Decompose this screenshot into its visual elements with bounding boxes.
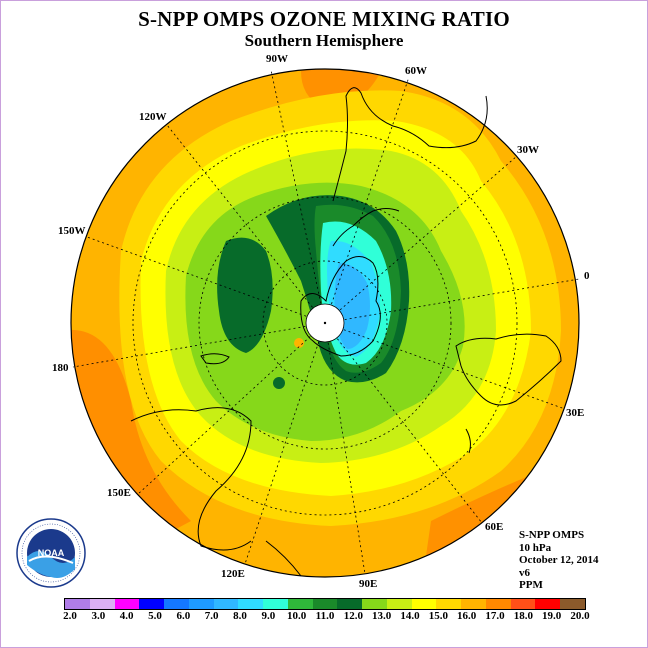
- graticule: [72, 69, 580, 575]
- product-info: S-NPP OMPS 10 hPa October 12, 2014 v6 PP…: [519, 529, 599, 592]
- colorbar-tick-label: 9.0: [261, 610, 276, 622]
- colorbar-tick-label: 10.0: [287, 610, 307, 622]
- colorbar-tick-label: 7.0: [204, 610, 219, 622]
- colorbar-cell: [89, 599, 115, 609]
- lon-label: 60W: [405, 65, 427, 77]
- lon-label: 150E: [107, 487, 131, 499]
- map-title: S-NPP OMPS OZONE MIXING RATIO: [138, 7, 510, 31]
- info-pressure: 10 hPa: [519, 541, 552, 554]
- colorbar: [64, 598, 586, 610]
- colorbar-cell: [386, 599, 412, 609]
- lon-label: 30E: [566, 407, 584, 419]
- pole-dot: [323, 321, 327, 325]
- meridian-line: [270, 69, 326, 324]
- colorbar-tick-label: 20.0: [570, 610, 590, 622]
- colorbar-tick-label: 19.0: [542, 610, 562, 622]
- new-zealand-coast: [200, 353, 230, 365]
- madagascar-coast: [465, 428, 471, 454]
- colorbar-cell: [188, 599, 214, 609]
- colorbar-tick-label: 17.0: [485, 610, 505, 622]
- info-version: v6: [519, 566, 530, 579]
- colorbar-cell: [362, 599, 387, 609]
- lon-label: 120W: [139, 111, 167, 123]
- field-11-12: [217, 237, 273, 353]
- info-instrument: S-NPP OMPS: [519, 529, 585, 541]
- coastlines: [130, 87, 562, 577]
- colorbar-cell: [139, 599, 164, 609]
- field-speck: [294, 338, 304, 348]
- colorbar-cell: [287, 599, 313, 609]
- colorbar-tick-label: 2.0: [63, 610, 77, 622]
- info-date: October 12, 2014: [519, 554, 599, 566]
- map-subtitle: Southern Hemisphere: [244, 31, 404, 50]
- colorbar-cell: [114, 599, 140, 609]
- colorbar-labels: 2.0 3.0 4.0 5.0 6.0 7.0 8.0 9.0 10.0 11.0 12.0 13.0…: [1, 610, 647, 624]
- info-units: PPM: [519, 579, 543, 591]
- latitude-circle: [198, 196, 452, 450]
- colorbar-cell: [535, 599, 560, 609]
- colorbar-cell: [164, 599, 189, 609]
- southeast-asia-coast: [265, 540, 302, 577]
- colorbar-cell: [263, 599, 288, 609]
- meridian-line: [244, 322, 326, 565]
- lon-label: 90W: [266, 53, 288, 65]
- colorbar-cell: [65, 599, 90, 609]
- noaa-logo-text: NOAA: [38, 548, 65, 558]
- colorbar-cell: [510, 599, 536, 609]
- colorbar-tick-label: 12.0: [343, 610, 363, 622]
- colorbar-tick-label: 16.0: [457, 610, 477, 622]
- lon-label: 90E: [359, 578, 377, 590]
- colorbar-tick-label: 18.0: [513, 610, 533, 622]
- meridian-line: [324, 322, 366, 575]
- colorbar-cell: [213, 599, 239, 609]
- lon-label: 120E: [221, 568, 245, 580]
- colorbar-tick-label: 4.0: [119, 610, 134, 622]
- lon-label: 60E: [485, 521, 503, 533]
- meridian-line: [324, 322, 483, 524]
- colorbar-cell: [238, 599, 263, 609]
- colorbar-cell: [560, 599, 585, 609]
- colorbar-tick-label: 3.0: [91, 610, 106, 622]
- longitude-labels: 90W 60W 30W 0 30E 60E 90E 120E 150E 180 …: [52, 53, 590, 590]
- australia-coast: [130, 407, 252, 551]
- noaa-logo: NOAA: [16, 518, 86, 588]
- colorbar-cell: [461, 599, 486, 609]
- lon-label: 180: [52, 362, 69, 374]
- colorbar-cell: [485, 599, 511, 609]
- antarctica-coast: [300, 256, 381, 357]
- colorbar-tick-label: 14.0: [400, 610, 420, 622]
- meridian-line: [324, 76, 410, 324]
- africa-coast: [455, 333, 562, 406]
- field-speck: [273, 377, 285, 389]
- antarctic-peninsula-coast: [332, 208, 400, 247]
- latitude-circle: [262, 260, 388, 386]
- map-boundary: [70, 68, 580, 578]
- colorbar-tick-label: 13.0: [372, 610, 392, 622]
- colorbar-tick-label: 6.0: [176, 610, 191, 622]
- lon-label: 0: [584, 270, 590, 282]
- colorbar-tick-label: 15.0: [428, 610, 448, 622]
- south-america-coast: [332, 87, 488, 202]
- meridian-line: [86, 236, 326, 324]
- meridian-line: [166, 124, 326, 324]
- lon-label: 150W: [58, 225, 86, 237]
- colorbar-tick-label: 5.0: [148, 610, 162, 622]
- colorbar-cell: [436, 599, 461, 609]
- colorbar-cell: [337, 599, 362, 609]
- colorbar-tick-label: 8.0: [233, 610, 247, 622]
- colorbar-tick-label: 11.0: [315, 610, 335, 622]
- latitude-circle: [132, 130, 518, 516]
- colorbar-cell: [411, 599, 437, 609]
- lon-label: 30W: [517, 144, 539, 156]
- colorbar-cell: [312, 599, 338, 609]
